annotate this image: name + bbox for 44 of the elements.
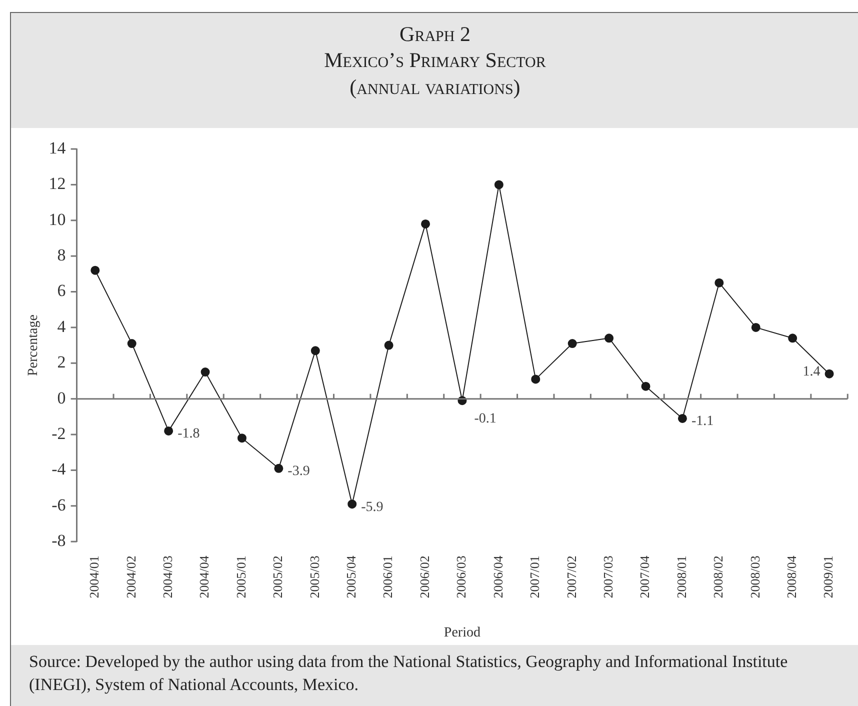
x-tick-label: 2008/02 bbox=[710, 556, 726, 598]
data-label: 1.4 bbox=[802, 364, 820, 380]
x-tick-label: 2007/04 bbox=[637, 555, 652, 598]
y-tick-label: 12 bbox=[48, 174, 66, 194]
x-tick-label: 2005/01 bbox=[233, 556, 248, 598]
x-tick-label: 2005/03 bbox=[306, 556, 322, 598]
x-tick-label: 2008/03 bbox=[747, 556, 762, 598]
x-tick-label: 2008/04 bbox=[784, 555, 799, 598]
x-tick-label: 2007/03 bbox=[600, 556, 616, 598]
y-tick-label: 8 bbox=[57, 246, 66, 265]
x-tick-label: 2009/01 bbox=[820, 556, 836, 598]
x-tick-label: 2006/02 bbox=[416, 556, 432, 598]
y-tick-label: 4 bbox=[57, 316, 66, 336]
source-note: Source: Developed by the author using data from the National Statistics, Geography and Informational Institute (INEGI), System of National Accounts, Mexico. bbox=[11, 645, 858, 706]
data-label: -1.8 bbox=[178, 426, 200, 442]
x-tick-label: 2007/02 bbox=[564, 556, 579, 598]
x-tick-label: 2006/03 bbox=[454, 556, 469, 598]
data-label: -5.9 bbox=[361, 500, 384, 515]
data-label: -3.9 bbox=[288, 464, 310, 480]
data-label: -0.1 bbox=[474, 411, 496, 426]
y-tick-label: 6 bbox=[57, 281, 66, 300]
x-tick-label: 2006/04 bbox=[490, 555, 506, 598]
y-tick-label: 0 bbox=[57, 388, 66, 408]
y-tick-label: 10 bbox=[48, 210, 66, 229]
x-tick-label: 2004/02 bbox=[123, 556, 138, 598]
x-tick-label: 2005/02 bbox=[270, 556, 286, 598]
y-tick-label: -4 bbox=[52, 460, 66, 479]
y-axis-title: Percentage bbox=[26, 314, 42, 376]
x-tick-label: 2007/01 bbox=[527, 556, 542, 598]
y-tick-label: 2 bbox=[57, 352, 66, 372]
x-axis-title: Period bbox=[444, 625, 480, 640]
x-tick-label: 2005/04 bbox=[344, 555, 359, 598]
y-tick-label: 14 bbox=[48, 138, 66, 158]
chart-subtitle: Mexico’s Primary Sector (annual variations) bbox=[323, 47, 547, 100]
chart-title: Graph 2 bbox=[398, 21, 472, 48]
x-tick-label: 2004/04 bbox=[196, 555, 212, 598]
x-tick-label: 2004/01 bbox=[86, 556, 102, 598]
y-tick-label: -6 bbox=[52, 495, 66, 514]
x-tick-label: 2006/01 bbox=[380, 556, 396, 598]
data-label: -1.1 bbox=[691, 414, 714, 430]
y-tick-label: -8 bbox=[52, 531, 66, 550]
x-tick-label: 2004/03 bbox=[160, 556, 175, 598]
y-tick-label: -2 bbox=[52, 424, 66, 443]
x-tick-label: 2008/01 bbox=[674, 556, 689, 598]
